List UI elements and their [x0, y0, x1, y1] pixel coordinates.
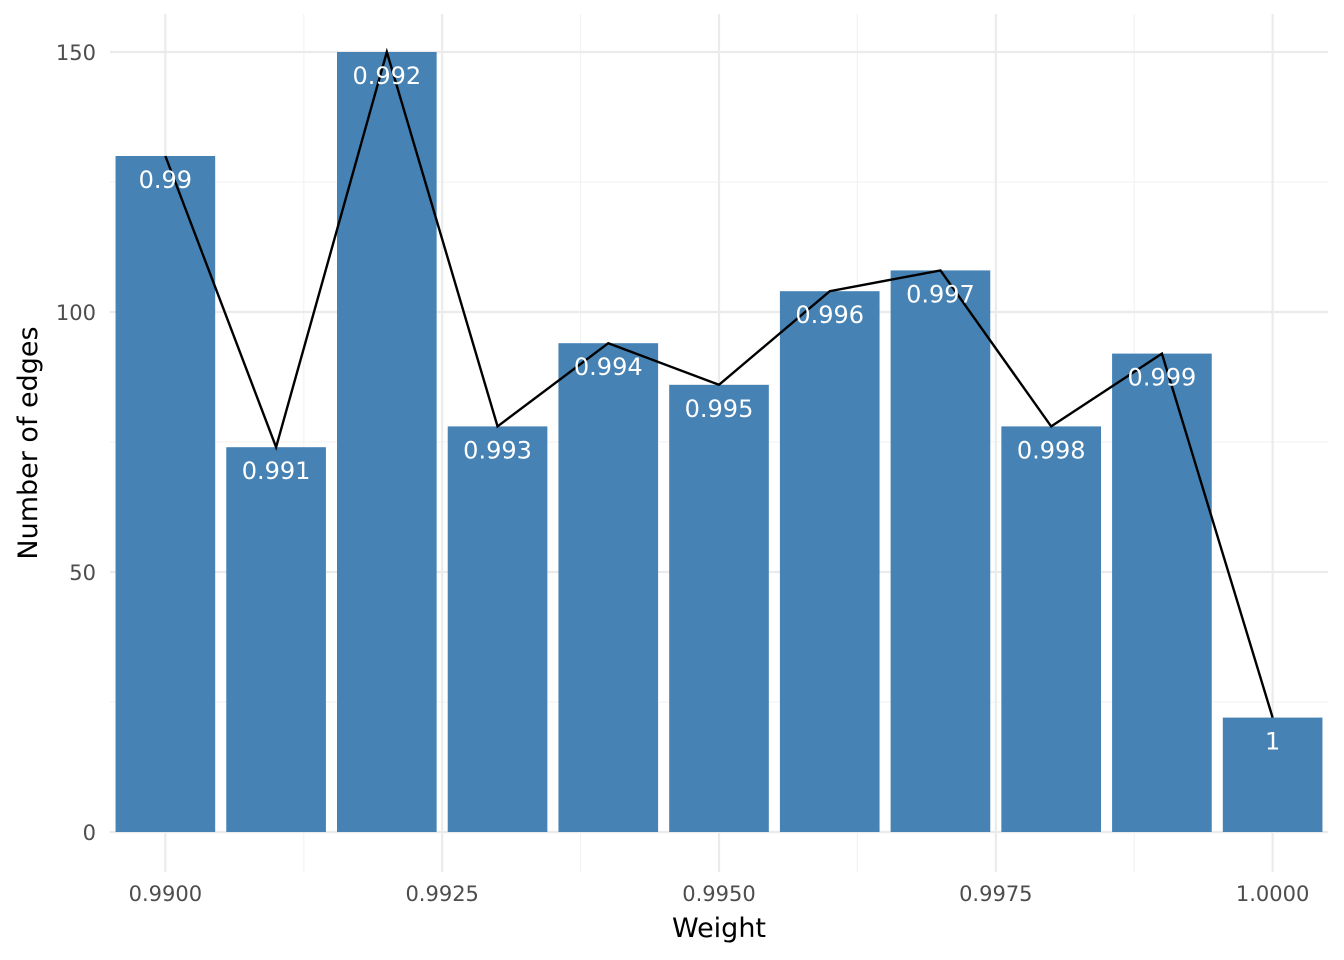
bar-label: 0.99 [139, 166, 192, 194]
y-tick-label: 100 [56, 301, 96, 325]
bar-label: 1 [1265, 728, 1280, 756]
x-axis-ticks: 0.9900 0.9925 0.9950 0.9975 1.0000 [129, 882, 1310, 906]
bar [226, 447, 326, 832]
x-axis-title: Weight [672, 913, 766, 944]
bar [669, 384, 769, 832]
bar [558, 343, 659, 832]
bar [779, 291, 880, 832]
bar-label: 0.997 [906, 280, 975, 308]
series-line [164, 47, 1274, 718]
x-tick-label: 0.9900 [129, 882, 202, 906]
y-axis-ticks: 0 50 100 150 [56, 41, 96, 845]
bar [1112, 353, 1212, 832]
trend-line [164, 47, 1274, 718]
bar-label: 0.996 [795, 301, 864, 329]
bar-label: 0.995 [685, 395, 754, 423]
y-tick-label: 150 [56, 41, 96, 65]
bar [890, 270, 991, 832]
bars [115, 52, 1323, 832]
bar-label: 0.991 [242, 457, 311, 485]
bar [1222, 717, 1323, 832]
bar [115, 156, 216, 832]
x-tick-label: 1.0000 [1236, 882, 1309, 906]
y-axis-title: Number of edges [13, 326, 44, 559]
bar [447, 426, 548, 832]
y-tick-label: 50 [69, 561, 96, 585]
bar [1001, 426, 1102, 832]
bar-label: 0.999 [1128, 364, 1197, 392]
x-tick-label: 0.9975 [959, 882, 1032, 906]
bar-label: 0.993 [463, 436, 532, 464]
bar-label: 0.994 [574, 353, 643, 381]
bar [336, 52, 437, 832]
x-tick-label: 0.9950 [682, 882, 755, 906]
y-tick-label: 0 [83, 821, 96, 845]
x-tick-label: 0.9925 [405, 882, 478, 906]
bar-label: 0.992 [352, 62, 421, 90]
bar-labels: 0.99 0.991 0.992 0.993 0.994 0.995 0.996 0.997 0… [139, 62, 1281, 756]
bar-label: 0.998 [1017, 436, 1086, 464]
